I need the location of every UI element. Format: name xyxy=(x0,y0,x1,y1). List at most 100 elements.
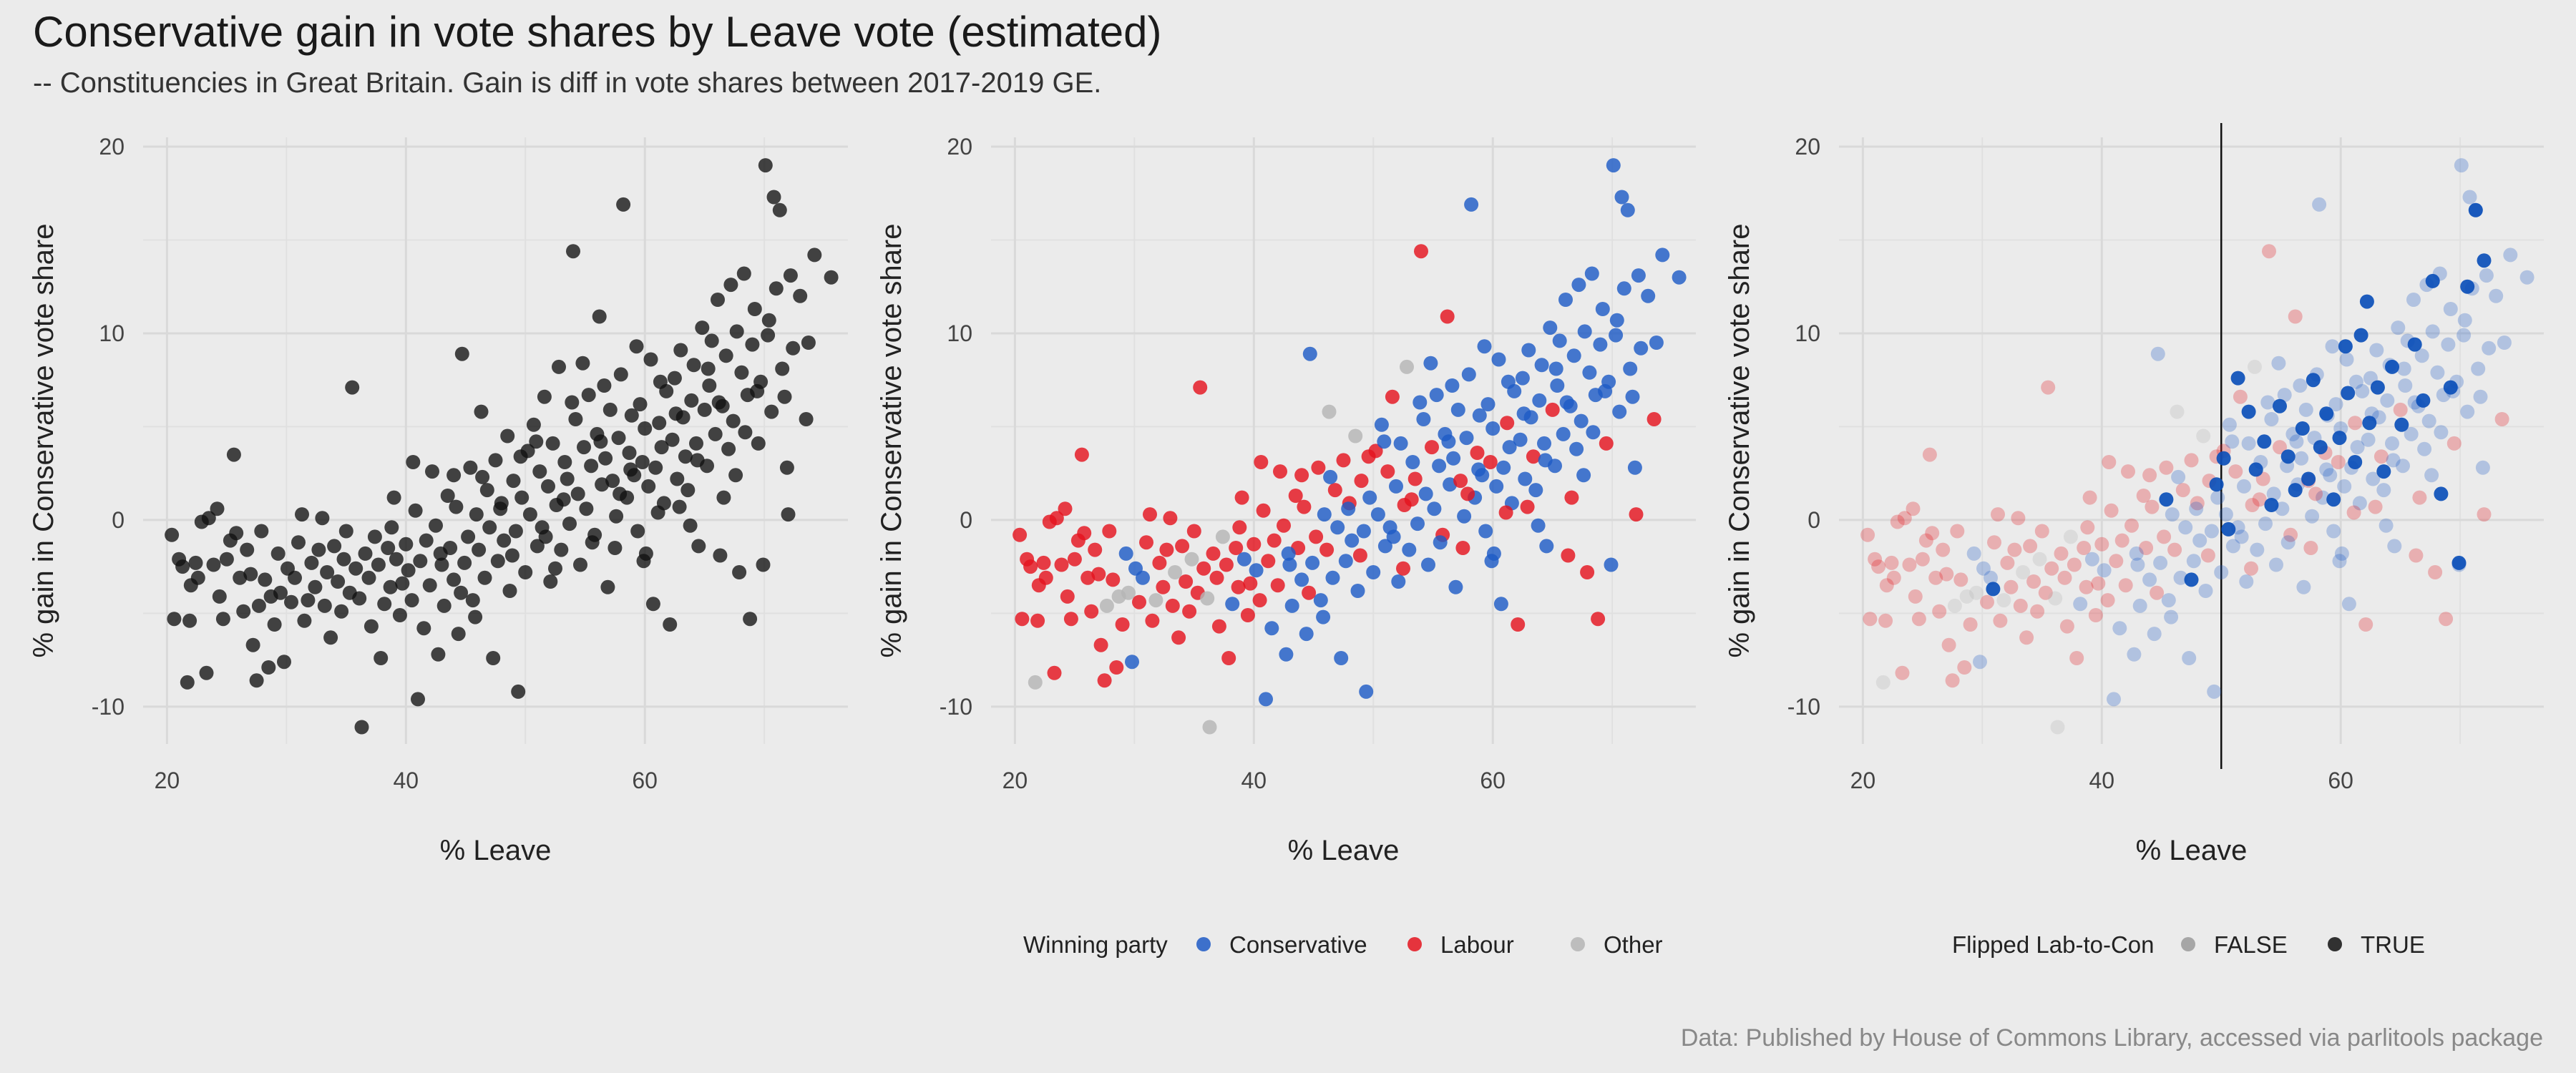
data-point xyxy=(630,524,645,539)
data-point xyxy=(1284,598,1299,613)
data-point xyxy=(530,539,545,554)
data-point xyxy=(1897,511,1912,526)
legend-title: Winning party xyxy=(1023,931,1168,958)
data-point xyxy=(447,572,462,587)
data-point xyxy=(781,507,796,522)
data-point xyxy=(1102,524,1117,539)
data-point xyxy=(648,460,663,475)
data-point xyxy=(1038,570,1053,585)
data-point xyxy=(2396,361,2411,376)
data-point xyxy=(2288,309,2303,324)
data-point xyxy=(1030,613,1045,628)
legend: Winning party Conservative Labour Other xyxy=(1023,931,1663,958)
data-point xyxy=(2296,579,2311,594)
data-point xyxy=(636,554,651,569)
data-point xyxy=(1973,655,1987,670)
data-point xyxy=(1077,526,1092,541)
data-point xyxy=(2404,426,2419,441)
data-point xyxy=(1472,408,1487,423)
data-point xyxy=(1571,278,1586,293)
data-point xyxy=(1049,511,1064,526)
data-point xyxy=(1093,637,1108,652)
data-point xyxy=(689,436,703,451)
data-point xyxy=(1478,524,1493,539)
data-point xyxy=(1118,546,1133,561)
data-point xyxy=(1609,313,1624,328)
data-point xyxy=(504,548,519,563)
data-point xyxy=(622,446,637,460)
data-point xyxy=(1515,371,1530,386)
data-point xyxy=(1058,501,1073,516)
data-point xyxy=(1450,402,1465,417)
data-point xyxy=(1518,471,1533,486)
data-point xyxy=(2104,503,2119,518)
y-tick-label: 20 xyxy=(947,134,972,160)
data-point xyxy=(1264,621,1279,636)
data-point xyxy=(463,460,478,475)
data-point xyxy=(738,425,753,440)
data-point xyxy=(1182,604,1197,619)
data-point xyxy=(1282,557,1297,572)
data-point xyxy=(1966,546,1981,561)
data-point xyxy=(2007,542,2022,557)
data-point xyxy=(605,474,620,489)
data-point xyxy=(1193,380,1208,395)
data-point xyxy=(2130,557,2145,572)
data-point xyxy=(1136,570,1150,585)
data-point xyxy=(1334,651,1349,665)
data-point xyxy=(1309,529,1324,544)
data-point xyxy=(579,501,594,516)
data-point xyxy=(1338,554,1353,569)
data-point xyxy=(2337,479,2352,494)
data-point xyxy=(1294,572,1309,587)
flipped-point xyxy=(2468,202,2483,217)
data-point xyxy=(449,499,464,514)
data-point xyxy=(807,248,822,263)
chart-caption: Data: Published by House of Commons Libr… xyxy=(1680,1024,2543,1052)
data-point xyxy=(2305,509,2320,524)
data-point xyxy=(1313,593,1328,608)
data-point xyxy=(708,426,723,441)
y-tick-label: -10 xyxy=(92,694,125,720)
data-point xyxy=(1405,455,1420,469)
data-point xyxy=(721,441,736,456)
data-point xyxy=(2153,555,2168,570)
legend-key xyxy=(1571,937,1585,951)
y-tick-label: 10 xyxy=(947,320,972,346)
data-point xyxy=(1574,413,1589,428)
data-point xyxy=(2204,524,2219,539)
data-point xyxy=(1429,388,1444,403)
data-point xyxy=(383,579,398,594)
data-point xyxy=(297,613,312,628)
data-point xyxy=(2129,546,2144,561)
data-point xyxy=(2457,313,2472,328)
data-point xyxy=(2214,565,2229,579)
data-point xyxy=(611,431,626,446)
data-point xyxy=(2391,320,2406,335)
data-point xyxy=(2097,563,2112,578)
data-point xyxy=(1404,492,1419,507)
data-point xyxy=(486,651,501,665)
x-tick-label: 20 xyxy=(1850,768,1876,793)
data-point xyxy=(1875,675,1890,690)
data-point xyxy=(1348,428,1363,444)
data-point xyxy=(457,555,472,570)
data-point xyxy=(1586,425,1601,440)
data-point xyxy=(1352,548,1367,563)
data-point xyxy=(1471,462,1486,477)
data-point xyxy=(2088,608,2103,622)
data-point xyxy=(1249,563,1264,578)
data-point xyxy=(1996,593,2011,608)
data-point xyxy=(1354,474,1369,489)
data-point xyxy=(1440,309,1455,324)
data-point xyxy=(1969,585,1984,600)
data-point xyxy=(2159,460,2174,475)
data-point xyxy=(2114,533,2129,548)
data-point xyxy=(568,412,583,426)
data-point xyxy=(1941,637,1956,652)
data-point xyxy=(2280,535,2296,550)
data-point xyxy=(2102,455,2117,469)
data-point xyxy=(502,584,517,598)
flipped-point xyxy=(2301,471,2316,486)
flipped-point xyxy=(2332,431,2347,446)
